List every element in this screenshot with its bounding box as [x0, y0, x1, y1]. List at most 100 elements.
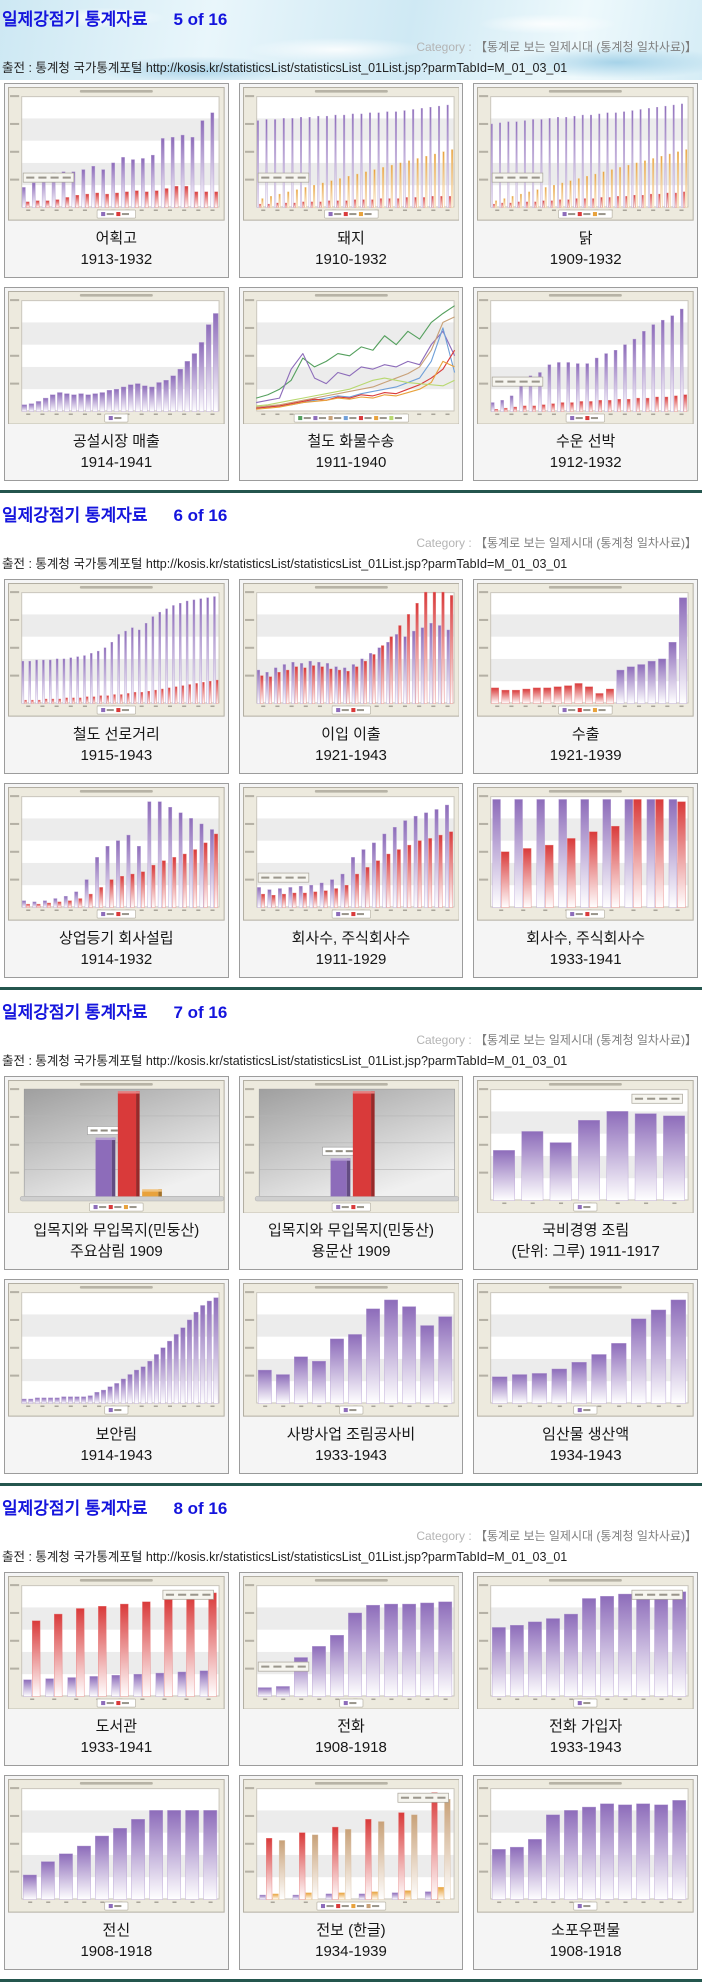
- chart-thumbnail[interactable]: [477, 1283, 694, 1417]
- chart-caption: 수운 선박 1912-1932: [474, 427, 697, 480]
- chart-cell[interactable]: 이입 이출 1921-1943: [238, 579, 464, 774]
- section-8-of-16: 일제강점기 통계자료 8 of 16 Category : 【통계로 보는 일제시대…: [0, 1489, 702, 1971]
- chart-cell[interactable]: 보안림 1914-1943: [4, 1279, 229, 1474]
- source-line: 출전 : 통계청 국가통계포털 http://kosis.kr/statisti…: [2, 1053, 568, 1068]
- chart-thumbnail[interactable]: [8, 1079, 225, 1214]
- chart-cell[interactable]: 수출 1921-1939: [473, 579, 698, 774]
- chart-cell[interactable]: 사방사업 조림공사비 1933-1943: [238, 1279, 464, 1474]
- chart-thumbnail[interactable]: [242, 1079, 460, 1214]
- page-title: 일제강점기 통계자료 5 of 16: [2, 4, 698, 30]
- chart-thumbnail[interactable]: [477, 583, 694, 717]
- chart-cell[interactable]: 공설시장 매출 1914-1941: [4, 286, 229, 482]
- chart-caption-years: (단위: 그루) 1911-1917: [511, 1243, 660, 1261]
- chart-thumbnail[interactable]: [242, 1575, 460, 1710]
- chart-caption: 이입 이출 1921-1943: [240, 720, 463, 773]
- chart-cell[interactable]: 철도 화물수송 1911-1940: [238, 286, 464, 482]
- chart-thumbnail[interactable]: [242, 290, 460, 425]
- chart-caption: 어획고 1913-1932: [5, 224, 228, 277]
- chart-caption: 도서관 1933-1941: [5, 1712, 228, 1765]
- chart-cell[interactable]: 임산물 생산액 1934-1943: [473, 1279, 698, 1474]
- chart-caption: 수출 1921-1939: [474, 720, 697, 773]
- chart-caption-title: 국비경영 조림: [542, 1222, 630, 1240]
- chart-thumbnail[interactable]: [8, 1283, 225, 1417]
- chart-thumbnail[interactable]: [242, 583, 460, 717]
- section-header: 일제강점기 통계자료 5 of 16 Category : 【통계로 보는 일제시대…: [0, 0, 702, 80]
- chart-caption-title: 닭: [578, 229, 593, 247]
- chart-cell[interactable]: 소포우편물 1908-1918: [473, 1775, 698, 1971]
- chart-cell[interactable]: 전화 가입자 1933-1943: [473, 1571, 698, 1767]
- chart-caption-title: 전보 (한글): [316, 1922, 386, 1940]
- chart-grid: 어획고 1913-1932 돼지 1910-1932 닭 1909-1932 공설시장 매출…: [0, 80, 702, 482]
- chart-thumbnail[interactable]: [8, 290, 225, 425]
- category-value: 【통계로 보는 일제시대 (통계청 일차사료)】: [475, 40, 697, 54]
- chart-cell[interactable]: 도서관 1933-1941: [4, 1571, 229, 1767]
- chart-caption-title: 철도 선로거리: [72, 725, 160, 743]
- category-label: Category :: [416, 1032, 476, 1047]
- chart-caption-years: 1909-1932: [549, 250, 622, 268]
- chart-thumbnail[interactable]: [477, 87, 694, 221]
- chart-cell[interactable]: 철도 선로거리 1915-1943: [4, 579, 229, 774]
- chart-caption-years: 1911-1940: [315, 454, 387, 472]
- chart-caption-title: 철도 화물수송: [307, 433, 395, 451]
- chart-thumbnail[interactable]: [477, 1575, 694, 1710]
- chart-caption: 국비경영 조림 (단위: 그루) 1911-1917: [474, 1216, 697, 1269]
- chart-cell[interactable]: 전화 1908-1918: [238, 1571, 464, 1767]
- chart-caption-years: 용문산 1909: [311, 1243, 391, 1261]
- section-5-of-16: 일제강점기 통계자료 5 of 16 Category : 【통계로 보는 일제시대…: [0, 0, 702, 482]
- section-title-text: 일제강점기 통계자료: [2, 506, 148, 526]
- chart-caption: 돼지 1910-1932: [240, 224, 463, 277]
- chart-cell[interactable]: 전신 1908-1918: [4, 1775, 229, 1971]
- chart-thumbnail[interactable]: [477, 1079, 694, 1214]
- chart-caption-title: 이입 이출: [321, 725, 381, 743]
- chart-cell[interactable]: 입목지와 무입목지(민둥산) 주요삼림 1909: [4, 1075, 229, 1271]
- chart-thumbnail[interactable]: [477, 786, 694, 921]
- chart-caption: 임산물 생산액 1934-1943: [474, 1420, 697, 1473]
- chart-thumbnail[interactable]: [8, 786, 225, 921]
- chart-cell[interactable]: 닭 1909-1932: [473, 83, 698, 278]
- chart-thumbnail[interactable]: [242, 1283, 460, 1417]
- chart-cell[interactable]: 국비경영 조림 (단위: 그루) 1911-1917: [473, 1075, 698, 1271]
- category-label: Category :: [416, 40, 476, 54]
- chart-caption-years: 1934-1939: [315, 1943, 387, 1961]
- chart-caption-title: 입목지와 무입목지(민둥산): [268, 1222, 434, 1240]
- chart-thumbnail[interactable]: [477, 290, 694, 425]
- chart-caption-title: 수운 선박: [555, 433, 616, 451]
- chart-thumbnail[interactable]: [8, 1575, 225, 1710]
- chart-thumbnail[interactable]: [8, 583, 225, 717]
- chart-caption-title: 보안림: [95, 1425, 138, 1443]
- chart-thumbnail[interactable]: [477, 1779, 694, 1914]
- chart-caption-years: 1933-1941: [549, 950, 622, 968]
- chart-thumbnail[interactable]: [242, 1779, 460, 1914]
- chart-thumbnail[interactable]: [242, 786, 460, 921]
- chart-caption: 전화 가입자 1933-1943: [474, 1712, 697, 1765]
- chart-cell[interactable]: 돼지 1910-1932: [238, 83, 464, 278]
- chart-caption-years: 1910-1932: [315, 250, 387, 268]
- chart-cell[interactable]: 상업등기 회사설립 1914-1932: [4, 782, 229, 978]
- chart-cell[interactable]: 회사수, 주식회사수 1933-1941: [473, 782, 698, 978]
- source-line: 출전 : 통계청 국가통계포털 http://kosis.kr/statisti…: [2, 1549, 568, 1564]
- chart-caption: 입목지와 무입목지(민둥산) 용문산 1909: [240, 1216, 463, 1269]
- category-line: Category : 【통계로 보는 일제시대 (통계청 일차사료)】: [2, 1031, 698, 1048]
- chart-caption-years: 1911-1929: [315, 950, 387, 968]
- chart-thumbnail[interactable]: [8, 1779, 225, 1914]
- chart-caption-years: 1914-1941: [80, 454, 153, 472]
- section-title-text: 일제강점기 통계자료: [2, 1498, 148, 1518]
- chart-thumbnail[interactable]: [242, 87, 460, 221]
- category-label: Category :: [416, 536, 476, 551]
- page-title: 일제강점기 통계자료 6 of 16: [2, 500, 698, 526]
- chart-cell[interactable]: 회사수, 주식회사수 1911-1929: [238, 782, 464, 978]
- chart-cell[interactable]: 전보 (한글) 1934-1939: [238, 1775, 464, 1971]
- chart-caption-years: 1914-1943: [80, 1446, 153, 1464]
- section-title-text: 일제강점기 통계자료: [2, 1002, 148, 1022]
- section-page-number: 5 of 16: [173, 10, 228, 29]
- chart-caption-years: 1933-1943: [549, 1739, 622, 1757]
- category-line: Category : 【통계로 보는 일제시대 (통계청 일차사료)】: [2, 534, 698, 551]
- chart-cell[interactable]: 입목지와 무입목지(민둥산) 용문산 1909: [238, 1075, 464, 1271]
- chart-caption: 전보 (한글) 1934-1939: [240, 1916, 463, 1969]
- chart-caption-title: 돼지: [337, 229, 365, 247]
- chart-caption: 공설시장 매출 1914-1941: [5, 427, 228, 480]
- chart-cell[interactable]: 어획고 1913-1932: [4, 83, 229, 278]
- chart-cell[interactable]: 수운 선박 1912-1932: [473, 286, 698, 482]
- chart-thumbnail[interactable]: [8, 87, 225, 221]
